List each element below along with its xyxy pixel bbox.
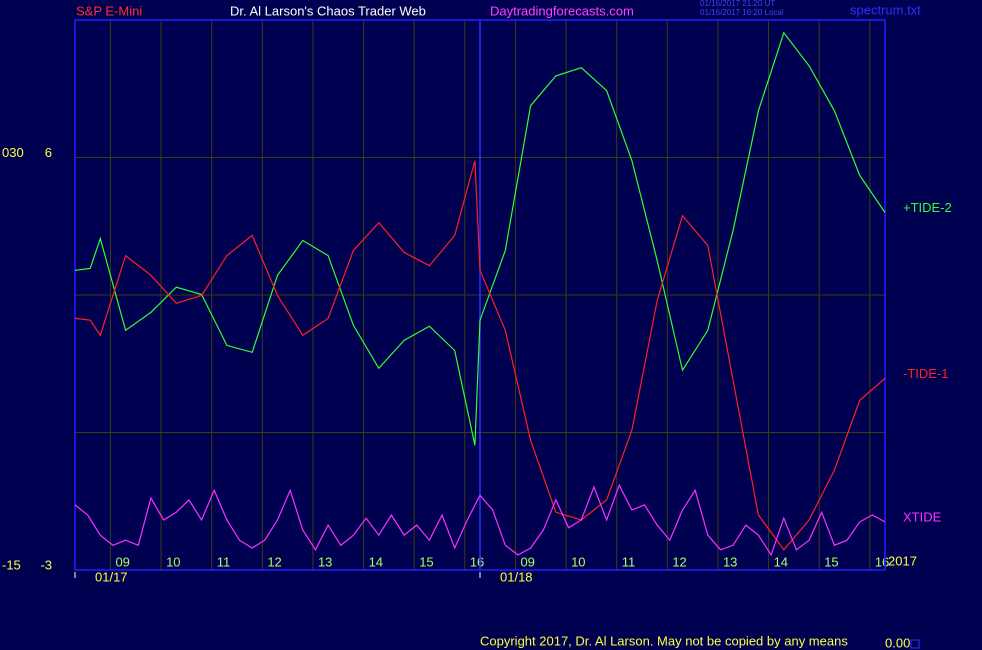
x-tick-label: 10 [571,554,585,569]
file-name: spectrum.txt [850,2,921,17]
y2-tick-label: -15 [2,557,21,572]
x-tick-label: 14 [774,554,788,569]
series-line [74,160,886,551]
date-label: 01/17 [95,569,128,584]
x-tick-label: 16 [875,554,889,569]
series-line [74,483,886,557]
x-tick-label: 15 [419,554,433,569]
copyright: Copyright 2017, Dr. Al Larson. May not b… [480,633,848,648]
y-tick-label: -3 [40,557,52,572]
x-tick-label: 11 [622,554,636,569]
x-tick-label: 10 [166,554,180,569]
instrument: S&P E-Mini [76,3,142,18]
x-tick-label: 11 [217,554,231,569]
plot-border [74,19,886,571]
x-tick-label: 09 [520,554,534,569]
time-local: 01/16/2017 16:20 Local [700,8,784,17]
x-tick-label: 14 [369,554,383,569]
x-tick-label: 13 [318,554,332,569]
site-url: Daytradingforecasts.com [490,3,634,18]
time-ut: 01/16/2017 21:20 UT [700,0,775,8]
y-tick-label: 6 [45,145,52,160]
date-label: 01/18 [500,569,533,584]
counter: 0.00 [885,635,910,650]
series-label: -TIDE-1 [903,366,949,381]
x-tick-label: 15 [824,554,838,569]
series-line [74,31,886,446]
icon [910,639,920,649]
x-tick-label: 13 [723,554,737,569]
year: 2017 [888,553,917,568]
x-tick-label: 16 [470,554,484,569]
x-tick-label: 09 [115,554,129,569]
x-tick-label: 12 [267,554,281,569]
site-title: Dr. Al Larson's Chaos Trader Web [230,3,426,18]
y2-tick-label: 030 [2,145,24,160]
series-label: +TIDE-2 [903,200,952,215]
x-tick-label: 12 [672,554,686,569]
series-label: XTIDE [903,509,942,524]
